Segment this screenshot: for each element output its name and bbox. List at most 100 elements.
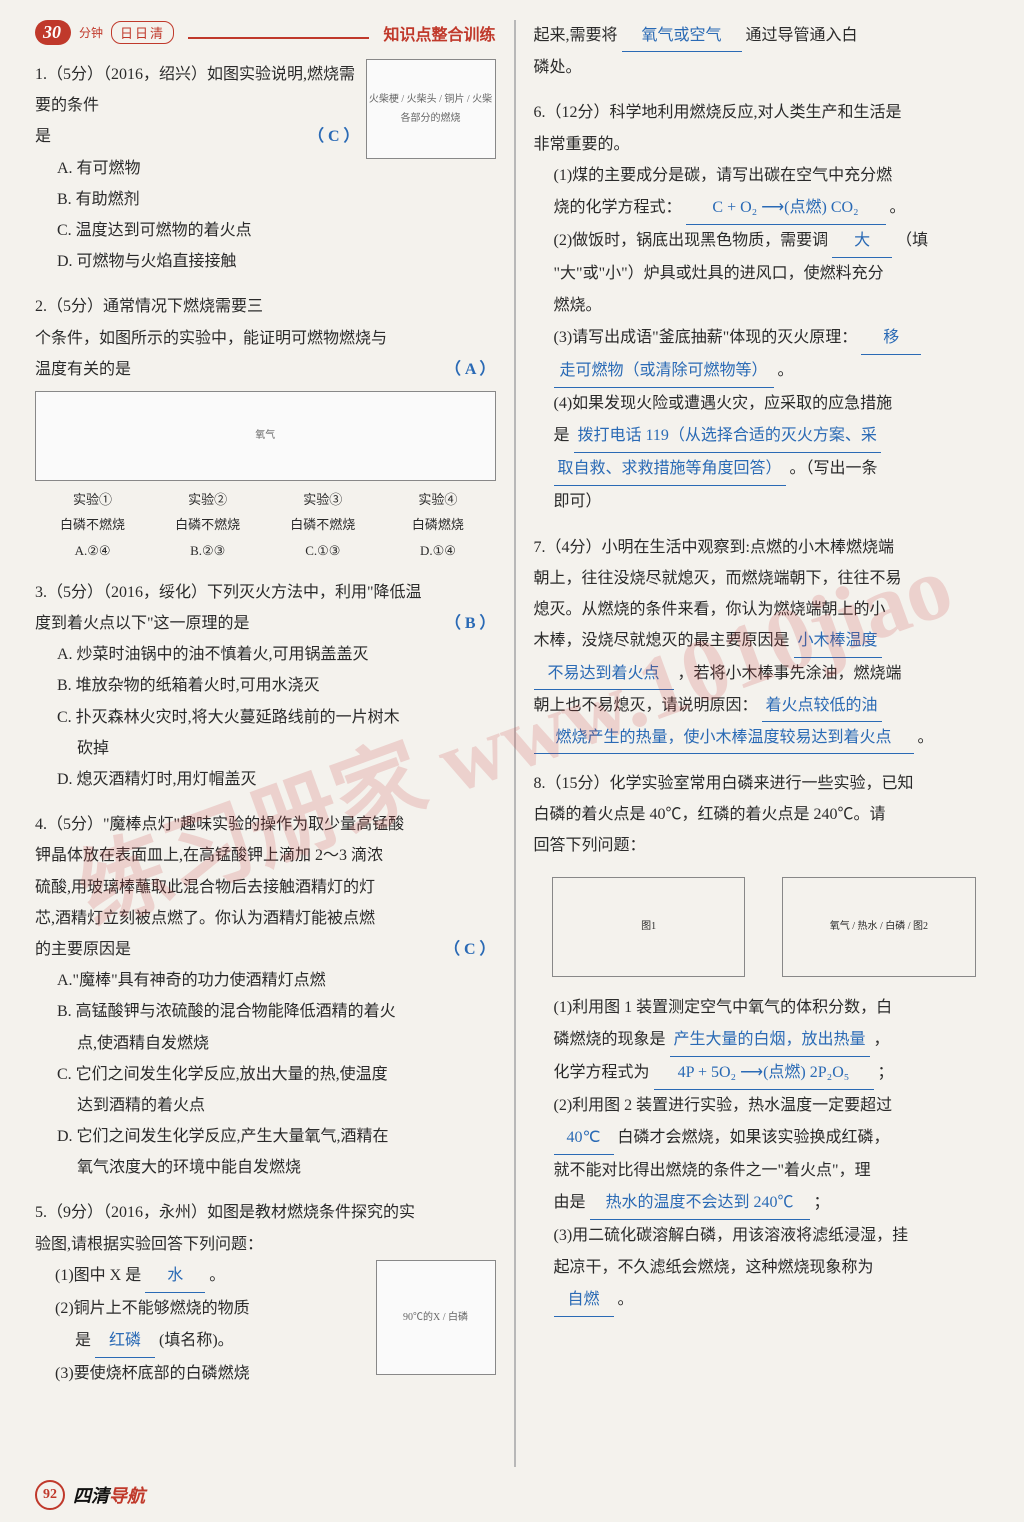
q7-ans1: 小木棒温度 bbox=[794, 625, 882, 657]
q7-ans2: 不易达到着火点 bbox=[534, 658, 674, 690]
q7-stem5: 朝上也不易熄灭，请说明原因： bbox=[534, 697, 758, 714]
q8-s2a: (2)利用图 2 装置进行实验，热水温度一定要超过 bbox=[554, 1090, 995, 1122]
header-line bbox=[188, 27, 369, 39]
q3-choice-c2: 砍掉 bbox=[57, 733, 496, 764]
q8-s3-answer: 自燃 bbox=[554, 1284, 614, 1317]
q6-s2a: (2)做饭时，锅底出现黑色物质，需要调 bbox=[554, 232, 829, 249]
q1-diagram: 火柴梗 / 火柴头 / 铜片 / 火柴各部分的燃烧 bbox=[366, 59, 496, 159]
question-1: 1.（5分）（2016，绍兴）如图实验说明,燃烧需要的条件 是 （ C ） A.… bbox=[35, 59, 496, 277]
cont-l1: 起来,需要将 bbox=[534, 27, 618, 44]
footer-brand: 四清导航 bbox=[73, 1482, 145, 1508]
q4-choice-d2: 氧气浓度大的环境中能自发燃烧 bbox=[57, 1152, 496, 1183]
q6-stem1: 6.（12分）科学地利用燃烧反应,对人类生产和生活是 bbox=[534, 97, 995, 128]
q6-s4b: 是 bbox=[554, 427, 570, 444]
q4-answer: （ C ） bbox=[444, 934, 496, 965]
question-3: 3.（5分）（2016，绥化）下列灭火方法中，利用"降低温 度到着火点以下"这一… bbox=[35, 577, 496, 795]
q7-stem1: 7.（4分）小明在生活中观察到:点燃的小木棒燃烧端 bbox=[534, 532, 995, 563]
q8-s2e: ； bbox=[814, 1194, 830, 1211]
page-number: 92 bbox=[35, 1480, 65, 1510]
q4-choice-d1: D. 它们之间发生化学反应,产生大量氧气,酒精在 bbox=[57, 1121, 496, 1152]
q4-choice-c1: C. 它们之间发生化学反应,放出大量的热,使温度 bbox=[57, 1059, 496, 1090]
badge-30: 30 bbox=[35, 20, 71, 45]
q3-stem2: 度到着火点以下"这一原理的是 bbox=[35, 608, 250, 639]
q6-s1c: 。 bbox=[890, 199, 906, 216]
q6-s4c: 。（写出一条 bbox=[790, 460, 878, 477]
q3-choice-c1: C. 扑灭森林火灾时,将大火蔓延路线前的一片树木 bbox=[57, 702, 496, 733]
q6-s4d: 即可） bbox=[554, 486, 995, 518]
q8-s2-ans2: 热水的温度不会达到 240℃ bbox=[590, 1187, 810, 1220]
q5-s1a: (1)图中 X 是 bbox=[55, 1267, 141, 1284]
q7-end: 。 bbox=[918, 729, 934, 746]
q1-choice-a: A. 有可燃物 bbox=[57, 153, 360, 184]
right-column: 起来,需要将 氧气或空气 通过导管通入白 磷处。 6.（12分）科学地利用燃烧反… bbox=[534, 20, 995, 1467]
q1-choice-d: D. 可燃物与火焰直接接触 bbox=[57, 246, 360, 277]
q2-stem2: 个条件，如图所示的实验中，能证明可燃物燃烧与 bbox=[35, 323, 496, 354]
q1-stem1: 1.（5分）（2016，绍兴）如图实验说明,燃烧需要的条件 bbox=[35, 59, 360, 121]
q5-s1-answer: 水 bbox=[145, 1260, 205, 1293]
question-7: 7.（4分）小明在生活中观察到:点燃的小木棒燃烧端 朝上，往往没烧尽就熄灭，而燃… bbox=[534, 532, 995, 754]
page-container: 30 分钟 日日清 知识点整合训练 1.（5分）（2016，绍兴）如图实验说明,… bbox=[0, 0, 1024, 1522]
q7-stem4: 木棒，没烧尽就熄灭的最主要原因是 bbox=[534, 632, 790, 649]
q3-choice-d: D. 熄灭酒精灯时,用灯帽盖灭 bbox=[57, 764, 496, 795]
q7-ans3: 着火点较低的油 bbox=[762, 690, 882, 722]
header: 30 分钟 日日清 知识点整合训练 bbox=[35, 20, 496, 45]
question-4: 4.（5分）"魔棒点灯"趣味实验的操作为取少量高锰酸 钾晶体放在表面皿上,在高锰… bbox=[35, 809, 496, 1183]
q8-stem2: 白磷的着火点是 40℃，红磷的着火点是 240℃。请 bbox=[534, 799, 995, 830]
q8-s1a: (1)利用图 1 装置测定空气中氧气的体积分数，白 bbox=[554, 992, 995, 1024]
q3-choice-a: A. 炒菜时油锅中的油不慎着火,可用锅盖盖灭 bbox=[57, 639, 496, 670]
q8-s3b: 起凉干，不久滤纸会燃烧，这种燃烧现象称为 bbox=[554, 1252, 995, 1284]
q6-s1a: (1)煤的主要成分是碳，请写出碳在空气中充分燃 bbox=[554, 160, 995, 192]
footer: 92 四清导航 bbox=[35, 1480, 145, 1510]
question-5: 5.（9分）（2016，永州）如图是教材燃烧条件探究的实 验图,请根据实验回答下… bbox=[35, 1197, 496, 1389]
badge-daily: 日日清 bbox=[111, 21, 174, 44]
cont-l3: 磷处。 bbox=[534, 52, 995, 83]
q6-s4-ans2: 取自救、求救措施等角度回答） bbox=[554, 453, 786, 486]
question-2: 2.（5分）通常情况下燃烧需要三 个条件，如图所示的实验中，能证明可燃物燃烧与 … bbox=[35, 291, 496, 563]
q8-s1c: ， bbox=[874, 1031, 890, 1048]
q6-s1-answer: C + O₂ ⟶(点燃) CO₂ bbox=[686, 192, 886, 225]
q5-stem2: 验图,请根据实验回答下列问题： bbox=[35, 1229, 496, 1260]
q8-s3c: 。 bbox=[618, 1291, 634, 1308]
q6-stem2: 非常重要的。 bbox=[534, 129, 995, 160]
q8-s1b: 磷燃烧的现象是 bbox=[554, 1031, 666, 1048]
q2-answer: （ A ） bbox=[445, 354, 496, 385]
q5-s3: (3)要使烧杯底部的白磷燃烧 bbox=[55, 1358, 370, 1390]
q5-s2c: (填名称)。 bbox=[159, 1332, 234, 1349]
q5-stem1: 5.（9分）（2016，永州）如图是教材燃烧条件探究的实 bbox=[35, 1197, 496, 1228]
q8-diagram-2: 氧气 / 热水 / 白磷 / 图2 bbox=[782, 877, 975, 977]
q8-s1-ans1: 产生大量的白烟，放出热量 bbox=[670, 1024, 870, 1057]
q5-s2a: (2)铜片上不能够燃烧的物质 bbox=[55, 1293, 370, 1325]
q2-experiments: 实验①白磷不燃烧A.②④ 实验②白磷不燃烧B.②③ 实验③白磷不燃烧C.①③ 实… bbox=[35, 487, 496, 563]
question-6: 6.（12分）科学地利用燃烧反应,对人类生产和生活是 非常重要的。 (1)煤的主… bbox=[534, 97, 995, 517]
header-subtitle: 知识点整合训练 bbox=[383, 21, 495, 45]
q3-stem1: 3.（5分）（2016，绥化）下列灭火方法中，利用"降低温 bbox=[35, 577, 496, 608]
cont-l2: 通过导管通入白 bbox=[746, 27, 858, 44]
q8-s2-ans1: 40℃ bbox=[554, 1122, 614, 1155]
q6-s3-ans1: 移 bbox=[861, 322, 921, 355]
q7-ans4: 燃烧产生的热量，使小木棒温度较易达到着火点 bbox=[534, 722, 914, 754]
q6-s2-answer: 大 bbox=[832, 225, 892, 258]
q4-choice-a: A."魔棒"具有神奇的功力使酒精灯点燃 bbox=[57, 965, 496, 996]
q6-s3a: (3)请写出成语"釜底抽薪"体现的灭火原理： bbox=[554, 329, 858, 346]
badge-minutes: 分钟 bbox=[79, 24, 103, 41]
q8-s2b: 白磷才会燃烧，如果该实验换成红磷， bbox=[618, 1129, 890, 1146]
q5-diagram: 90℃的X / 白磷 bbox=[376, 1260, 496, 1375]
q3-choice-b: B. 堆放杂物的纸箱着火时,可用水浇灭 bbox=[57, 670, 496, 701]
q3-answer: （ B ） bbox=[445, 608, 496, 639]
q4-stem3: 硫酸,用玻璃棒蘸取此混合物后去接触酒精灯的灯 bbox=[35, 872, 496, 903]
q8-s2c: 就不能对比得出燃烧的条件之一"着火点"，理 bbox=[554, 1155, 995, 1187]
q6-s2d: 燃烧。 bbox=[554, 290, 995, 322]
q8-diagram-1: 图1 bbox=[552, 877, 745, 977]
q2-stem3: 温度有关的是 bbox=[35, 354, 131, 385]
q7-stem3: 熄灭。从燃烧的条件来看，你认为燃烧端朝上的小 bbox=[534, 594, 995, 625]
column-divider bbox=[514, 20, 516, 1467]
q4-stem4: 芯,酒精灯立刻被点燃了。你认为酒精灯能被点燃 bbox=[35, 903, 496, 934]
q6-s3b: 。 bbox=[778, 362, 794, 379]
q1-answer: （ C ） bbox=[308, 121, 360, 152]
q4-choice-b2: 点,使酒精自发燃烧 bbox=[57, 1028, 496, 1059]
q6-s4a: (4)如果发现火险或遭遇火灾，应采取的应急措施 bbox=[554, 388, 995, 420]
q8-stem3: 回答下列问题： bbox=[534, 830, 995, 861]
q8-s2d: 由是 bbox=[554, 1194, 586, 1211]
q2-diagram: 氧气 bbox=[35, 391, 496, 481]
q4-stem5: 的主要原因是 bbox=[35, 934, 131, 965]
